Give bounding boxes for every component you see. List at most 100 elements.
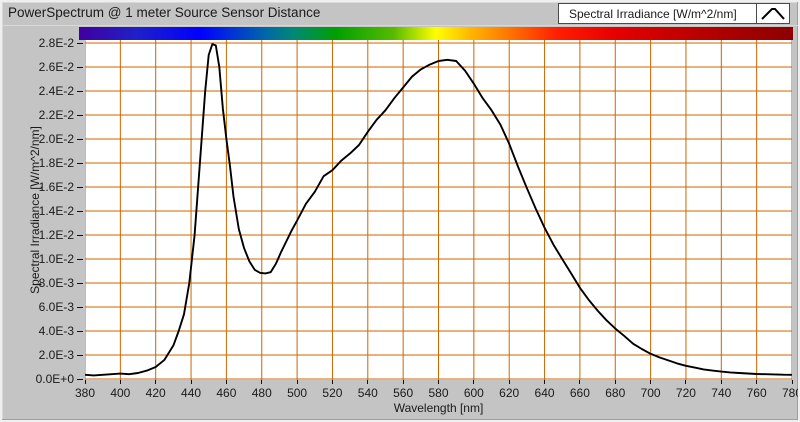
x-tick-label: 480 [251, 386, 272, 400]
y-tick-mark [77, 258, 83, 260]
x-tick-label: 460 [216, 386, 237, 400]
line-peak-icon[interactable] [756, 4, 789, 23]
x-tick-mark [296, 380, 298, 384]
page-title: PowerSpectrum @ 1 meter Source Sensor Di… [8, 5, 321, 20]
x-tick-mark [756, 380, 758, 384]
x-tick-label: 520 [322, 386, 343, 400]
grid-lines [85, 40, 792, 380]
x-tick-label: 680 [605, 386, 626, 400]
y-tick-row: 1.8E-2 [2, 156, 85, 170]
y-tick-label: 1.0E-2 [38, 252, 74, 266]
x-tick-label: 780 [781, 386, 798, 400]
x-tick-label: 440 [181, 386, 202, 400]
y-tick-row: 2.8E-2 [2, 36, 85, 50]
x-tick-label: 620 [499, 386, 520, 400]
y-tick-row: 2.6E-2 [2, 60, 85, 74]
x-tick-mark [650, 380, 652, 384]
plot-area[interactable] [85, 40, 792, 380]
y-tick-row: 1.4E-2 [2, 204, 85, 218]
x-tick-mark [225, 380, 227, 384]
y-tick-mark [77, 90, 83, 92]
x-tick-mark [190, 380, 192, 384]
legend-series-label: Spectral Irradiance [W/m^2/nm] [569, 6, 737, 21]
y-tick-label: 2.8E-2 [38, 36, 74, 50]
y-tick-mark [77, 306, 83, 308]
y-tick-mark [77, 330, 83, 332]
y-tick-row: 1.6E-2 [2, 180, 85, 194]
wavelength-spectrum-colorbar [79, 27, 793, 40]
y-tick-label: 1.6E-2 [38, 180, 74, 194]
x-tick-mark [544, 380, 546, 384]
spectrum-curve [85, 43, 792, 377]
y-tick-mark [77, 186, 83, 188]
x-tick-mark [685, 380, 687, 384]
y-tick-mark [77, 66, 83, 68]
y-tick-label: 1.2E-2 [38, 228, 74, 242]
y-tick-label: 4.0E-3 [38, 324, 74, 338]
spectral-irradiance-line [85, 43, 792, 377]
x-tick-mark [508, 380, 510, 384]
y-tick-label: 2.4E-2 [38, 84, 74, 98]
x-tick-mark [155, 380, 157, 384]
y-axis-title: Spectral Irradiance [W/m^2/nm] [28, 126, 42, 294]
x-tick-label: 640 [534, 386, 555, 400]
y-tick-label: 1.4E-2 [38, 204, 74, 218]
y-tick-row: 2.2E-2 [2, 108, 85, 122]
x-tick-label: 560 [393, 386, 414, 400]
x-tick-mark [84, 380, 86, 384]
x-tick-label: 540 [357, 386, 378, 400]
x-tick-label: 500 [287, 386, 308, 400]
x-tick-mark [720, 380, 722, 384]
y-tick-label: 1.8E-2 [38, 156, 74, 170]
x-tick-label: 400 [110, 386, 131, 400]
x-tick-mark [579, 380, 581, 384]
y-tick-mark [77, 42, 83, 44]
y-tick-mark [77, 210, 83, 212]
y-tick-mark [77, 282, 83, 284]
x-tick-label: 720 [675, 386, 696, 400]
y-tick-row: 2.0E-3 [2, 348, 85, 362]
x-tick-label: 700 [640, 386, 661, 400]
x-tick-mark [367, 380, 369, 384]
y-tick-mark [77, 378, 83, 380]
x-tick-mark [614, 380, 616, 384]
y-tick-row: 2.4E-2 [2, 84, 85, 98]
y-tick-mark [77, 114, 83, 116]
y-tick-label: 2.2E-2 [38, 108, 74, 122]
y-tick-mark [77, 354, 83, 356]
x-tick-label: 580 [428, 386, 449, 400]
x-axis-title: Wavelength [nm] [393, 401, 484, 415]
y-tick-label: 6.0E-3 [38, 300, 74, 314]
spectrum-chart-svg [85, 40, 792, 380]
y-tick-label: 2.6E-2 [38, 60, 74, 74]
y-tick-row: 2.0E-2 [2, 132, 85, 146]
y-tick-mark [77, 234, 83, 236]
y-tick-row: 1.2E-2 [2, 228, 85, 242]
y-tick-label: 8.0E-3 [38, 276, 74, 290]
x-tick-label: 420 [145, 386, 166, 400]
x-axis: 380 400 420 440 460 480 500 520 540 560 580 600 620 6… [75, 380, 798, 412]
x-tick-label: 600 [463, 386, 484, 400]
y-axis: 2.8E-2 2.6E-2 2.4E-2 2.2E-2 2.0E-2 1.8E-2 1.6E… [2, 36, 85, 386]
x-tick-mark [402, 380, 404, 384]
title-divider [2, 25, 798, 26]
x-tick-mark [119, 380, 121, 384]
x-tick-label: 740 [711, 386, 732, 400]
x-tick-mark [473, 380, 475, 384]
y-tick-row: 1.0E-2 [2, 252, 85, 266]
x-tick-mark [791, 380, 793, 384]
x-tick-label: 660 [569, 386, 590, 400]
y-tick-row: 4.0E-3 [2, 324, 85, 338]
x-tick-mark [438, 380, 439, 384]
x-tick-label: 380 [74, 386, 96, 400]
y-tick-mark [77, 138, 83, 140]
y-tick-row: 0.0E+0 [2, 372, 85, 386]
y-tick-row: 6.0E-3 [2, 300, 85, 314]
x-tick-mark [331, 380, 333, 384]
x-tick-label: 760 [746, 386, 767, 400]
y-tick-label: 2.0E-2 [38, 132, 74, 146]
x-tick-mark [261, 380, 263, 384]
y-tick-label: 0.0E+0 [35, 372, 74, 386]
plot-legend[interactable]: Spectral Irradiance [W/m^2/nm] [558, 3, 790, 24]
